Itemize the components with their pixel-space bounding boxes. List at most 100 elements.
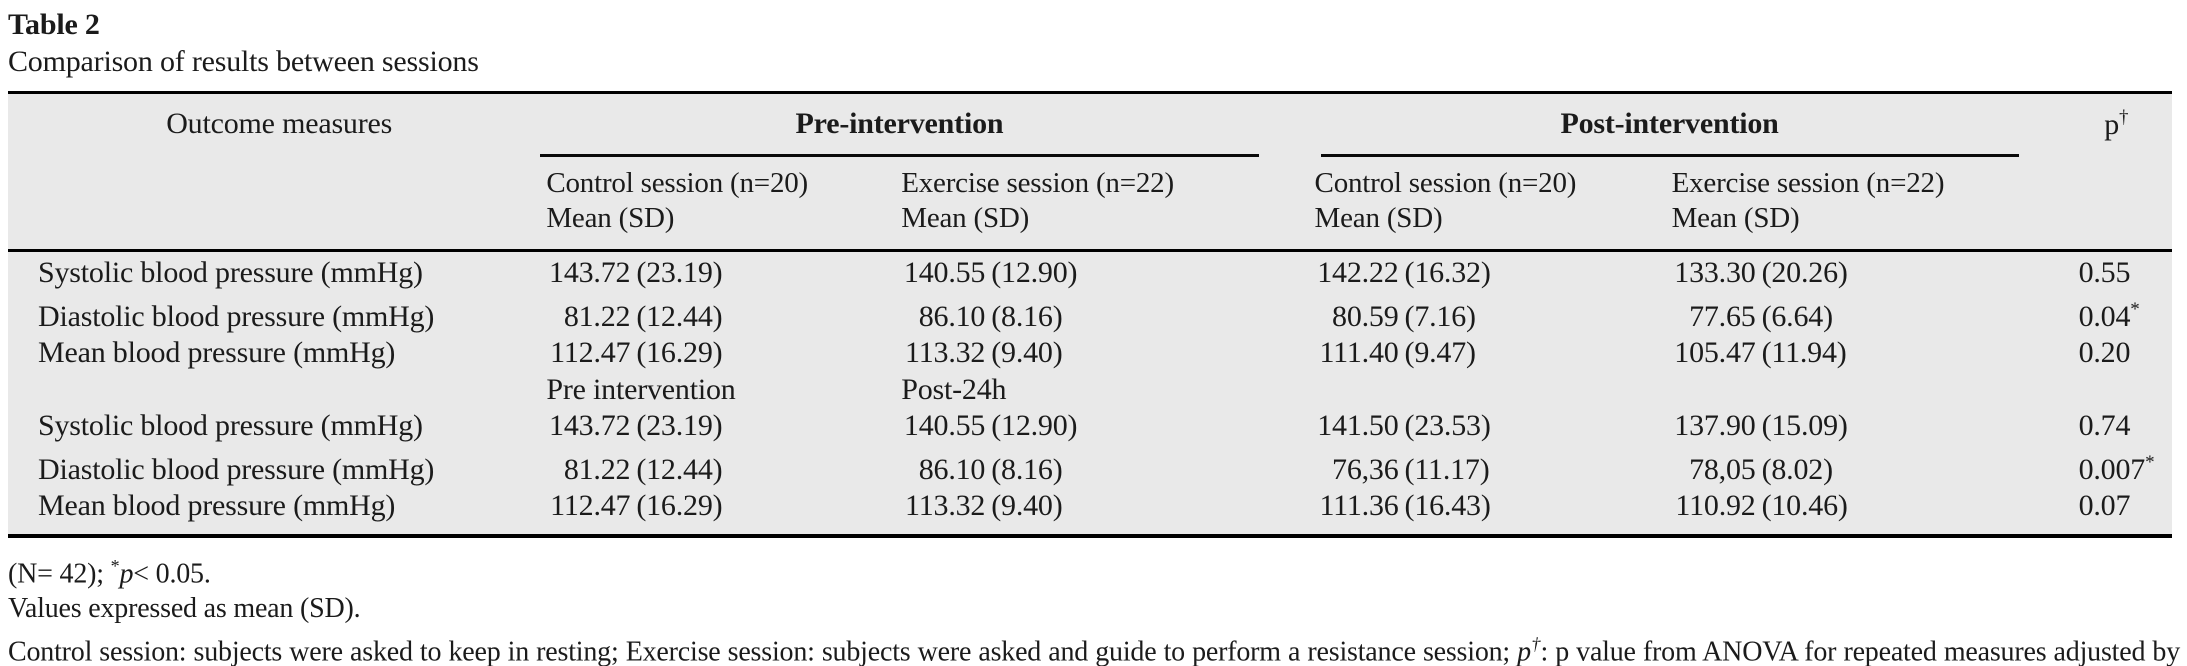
col-header-line2: Mean (SD) — [546, 202, 675, 234]
table-body: Systolic blood pressure (mmHg) 143.72 (23.… — [8, 249, 2172, 536]
table-number: Table 2 — [8, 8, 100, 41]
mean-value: 137.90 — [1674, 409, 1756, 442]
mean-sd-cell: 143.72 (23.19) — [540, 408, 896, 445]
italic-text: † — [1530, 633, 1541, 654]
mean-sd-cell: 105.47 (11.94) — [1665, 335, 2075, 372]
sd-value: (12.44) — [636, 452, 723, 486]
significance-asterisk: * — [2145, 451, 2155, 473]
sd-value: (6.64) — [1761, 299, 1833, 333]
mean-value: 77.65 — [1689, 299, 1756, 333]
sd-value: (12.90) — [991, 256, 1078, 289]
p-value-cell: 0.55 — [2074, 249, 2172, 292]
mean-sd-cell: 137.90 (15.09) — [1665, 408, 2075, 445]
p-value-cell: 0.007* — [2074, 444, 2172, 488]
col-header-pre-control: Control session (n=20) Mean (SD) — [540, 157, 896, 251]
outcome-measure-label: Mean blood pressure (mmHg) — [8, 335, 541, 372]
col-header-post-exercise: Exercise session (n=22) Mean (SD) — [1665, 157, 2075, 251]
mean-value: 78,05 — [1689, 452, 1756, 486]
table-row: Mean blood pressure (mmHg) 112.47 (16.29) 1… — [8, 488, 2172, 536]
col-header-pre-exercise: Exercise session (n=22) Mean (SD) — [895, 157, 1309, 251]
mean-value: 110.92 — [1675, 489, 1756, 522]
mean-value: 111.40 — [1319, 336, 1399, 369]
mean-value: 113.32 — [905, 336, 986, 369]
table-row: Mean blood pressure (mmHg) 112.47 (16.29) 1… — [8, 335, 2172, 372]
mean-sd-cell: 113.32 (9.40) — [895, 335, 1309, 372]
p-value-cell: 0.20 — [2074, 335, 2172, 372]
mean-sd-cell: 133.30 (20.26) — [1665, 249, 2075, 292]
sd-value: (23.19) — [636, 256, 723, 289]
superscript-text: † — [1531, 634, 1541, 654]
sd-value: (7.16) — [1404, 299, 1476, 333]
mean-value: 140.55 — [903, 256, 986, 289]
mean-sd-cell: 80.59 (7.16) — [1308, 291, 1666, 335]
mean-value: 81.22 — [563, 452, 631, 486]
mean-sd-cell: 77.65 (6.64) — [1665, 291, 2075, 335]
sd-value: (15.09) — [1761, 409, 1848, 442]
sd-value: (8.16) — [991, 299, 1063, 333]
sd-value: (16.29) — [636, 336, 723, 369]
sd-value: (23.19) — [636, 409, 723, 442]
mean-sd-cell: 141.50 (23.53) — [1308, 408, 1666, 445]
pre-intervention-group: Pre-intervention — [540, 92, 1309, 157]
col-header-line1: Exercise session (n=22) — [901, 167, 1174, 199]
post-intervention-label: Post-intervention — [1320, 107, 2019, 157]
col-header-line2: Mean (SD) — [1314, 202, 1443, 234]
footnote: (N= 42); *p< 0.05. — [8, 555, 211, 589]
col-header-post-control: Control session (n=20) Mean (SD) — [1308, 157, 1666, 251]
sd-value: (9.40) — [991, 336, 1063, 369]
col-header-line2: Mean (SD) — [1671, 202, 1800, 234]
sd-value: (9.47) — [1404, 336, 1476, 369]
mean-value: 76,36 — [1332, 452, 1399, 486]
pre-intervention-label: Pre-intervention — [540, 107, 1259, 157]
column-header-row: Control session (n=20) Mean (SD) Exercis… — [8, 157, 2172, 251]
mean-value: 143.72 — [549, 256, 631, 289]
table-caption: Table 2 Comparison of results between se… — [8, 6, 2180, 81]
sd-value: (16.29) — [636, 489, 723, 522]
footnote: Values expressed as mean (SD). — [8, 593, 361, 625]
sd-value: (16.43) — [1404, 489, 1491, 522]
mean-sd-cell: 81.22 (12.44) — [540, 291, 896, 335]
mean-sd-cell: 142.22 (16.32) — [1308, 249, 1666, 292]
mean-value: 86.10 — [918, 452, 986, 486]
p-value-header: p† — [2074, 92, 2172, 251]
sd-value: (12.90) — [991, 409, 1078, 442]
mean-sd-cell: 143.72 (23.19) — [540, 249, 896, 292]
sd-value: (12.44) — [636, 299, 723, 333]
sub-header-row: Pre intervention Post-24h — [8, 371, 2172, 408]
mean-sd-cell: 86.10 (8.16) — [895, 291, 1309, 335]
sd-value: (9.40) — [991, 489, 1063, 522]
mean-sd-cell: 78,05 (8.02) — [1665, 444, 2075, 488]
mean-value: 142.22 — [1317, 256, 1399, 289]
sd-value: (8.02) — [1761, 452, 1833, 486]
session-sublabel-cell: Post-24h — [895, 371, 1309, 408]
group-header-row: Outcome measures Pre-intervention Post-i… — [8, 92, 2172, 251]
superscript-text: * — [110, 555, 120, 576]
mean-sd-cell: 111.40 (9.47) — [1308, 335, 1666, 372]
footnote: Control session: subjects were asked to … — [8, 633, 2180, 666]
outcome-measures-header: Outcome measures — [8, 92, 541, 251]
outcome-measure-label: Diastolic blood pressure (mmHg) — [8, 444, 541, 488]
session-sublabel-cell: Pre intervention — [540, 371, 896, 408]
mean-value: 111.36 — [1319, 489, 1399, 522]
mean-value: 112.47 — [550, 489, 631, 522]
mean-value: 105.47 — [1674, 336, 1756, 369]
sd-value: (23.53) — [1404, 409, 1491, 442]
dagger-symbol: † — [2119, 107, 2129, 128]
session-sublabel-cell — [1665, 371, 2075, 408]
mean-sd-cell: 86.10 (8.16) — [895, 444, 1309, 488]
mean-value: 80.59 — [1332, 299, 1399, 333]
mean-sd-cell: 113.32 (9.40) — [895, 488, 1309, 536]
p-value-cell — [2074, 371, 2172, 408]
p-header-base: p — [2104, 108, 2120, 141]
mean-value: 143.72 — [549, 409, 631, 442]
sd-value: (11.17) — [1404, 452, 1490, 486]
sd-value: (8.16) — [991, 452, 1063, 486]
mean-sd-cell: 112.47 (16.29) — [540, 335, 896, 372]
sd-value: (16.32) — [1404, 256, 1491, 289]
significance-asterisk: * — [2130, 298, 2140, 320]
table-row: Diastolic blood pressure (mmHg) 81.22 (12.… — [8, 444, 2172, 488]
mean-value: 113.32 — [905, 489, 986, 522]
sd-value: (10.46) — [1761, 489, 1848, 522]
mean-sd-cell: 112.47 (16.29) — [540, 488, 896, 536]
table-row: Systolic blood pressure (mmHg) 143.72 (23.… — [8, 408, 2172, 445]
